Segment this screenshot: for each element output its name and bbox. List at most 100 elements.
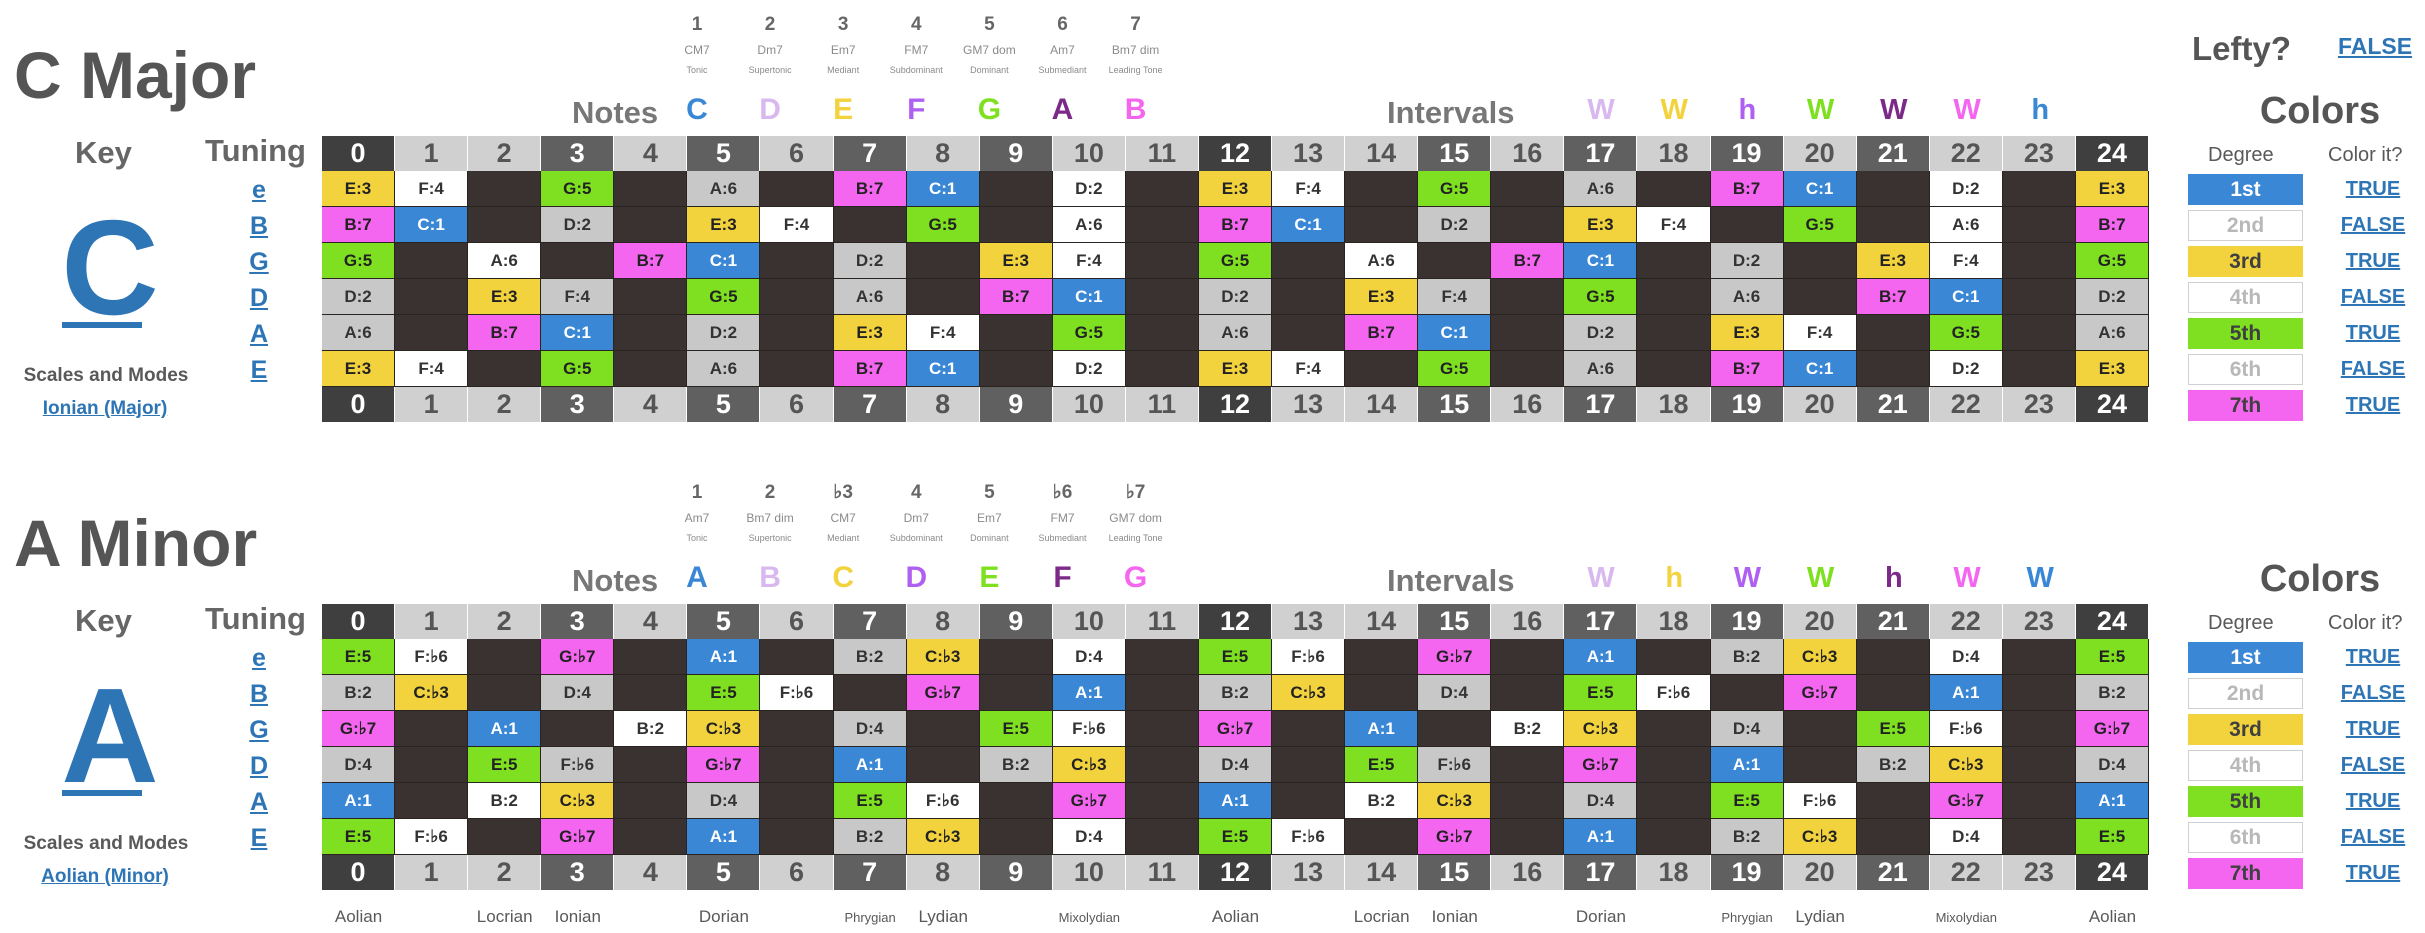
fret-cell-empty: [833, 675, 907, 711]
fret-note-cell: G:♭7: [687, 747, 761, 783]
fret-number: 12: [1198, 136, 1273, 171]
tuning-string-g[interactable]: G: [249, 248, 269, 276]
fret-number-bottom: 16: [1491, 855, 1565, 890]
fret-number-bottom: 2: [468, 387, 542, 422]
color-toggle[interactable]: FALSE: [2340, 214, 2406, 236]
fret-cell-empty: [468, 351, 542, 387]
tuning-string-a[interactable]: A: [249, 320, 269, 348]
color-toggle[interactable]: TRUE: [2345, 862, 2401, 884]
fret-cell-empty: [1125, 675, 1199, 711]
degree-chord: CM7: [830, 511, 856, 525]
mode-selector-link[interactable]: Aolian (Minor): [41, 866, 169, 887]
fret-note-cell: C:1: [906, 351, 980, 387]
color-toggle[interactable]: TRUE: [2345, 322, 2401, 344]
tuning-string-d[interactable]: D: [249, 284, 269, 312]
tuning-string-b[interactable]: B: [249, 680, 269, 708]
degree-color-swatch: 6th: [2188, 354, 2303, 385]
fret-number: 23: [2002, 136, 2076, 171]
fret-cell-empty: [1856, 783, 1930, 819]
tuning-label: Tuning: [205, 601, 306, 636]
tuning-string-b[interactable]: B: [249, 212, 269, 240]
fret-cell-empty: [2002, 639, 2076, 675]
fret-cell-empty: [2002, 783, 2076, 819]
mode-position-label: Dorian: [1575, 907, 1626, 926]
degree-function: Tonic: [686, 65, 708, 75]
mode-selector-link[interactable]: Ionian (Major): [42, 398, 168, 419]
color-toggle[interactable]: TRUE: [2345, 790, 2401, 812]
fret-number-bottom: 13: [1272, 855, 1346, 890]
color-toggle[interactable]: TRUE: [2345, 250, 2401, 272]
degree-color-swatch: 4th: [2188, 750, 2303, 781]
color-toggle[interactable]: FALSE: [2340, 358, 2406, 380]
fret-note-cell: D:2: [1710, 243, 1784, 279]
degree-number: 2: [764, 482, 776, 503]
tuning-string-e[interactable]: e: [252, 644, 266, 672]
fret-number: 20: [1783, 136, 1857, 171]
lefty-toggle[interactable]: FALSE: [2337, 33, 2413, 59]
tuning-string-e[interactable]: e: [252, 176, 266, 204]
degree-color-swatch: 2nd: [2188, 678, 2303, 709]
fret-note-cell: A:6: [1198, 315, 1273, 351]
degree-color-swatch: 3rd: [2188, 714, 2303, 745]
fret-note-cell: C:♭3: [1564, 711, 1638, 747]
degree-column-header: Degree: [2208, 612, 2274, 634]
color-it-column-header: Color it?: [2328, 612, 2403, 634]
color-toggle[interactable]: TRUE: [2345, 394, 2401, 416]
color-toggle[interactable]: TRUE: [2345, 178, 2401, 200]
tuning-string-d[interactable]: D: [249, 752, 269, 780]
fret-note-cell: F:4: [395, 171, 469, 207]
degree-function: Supertonic: [748, 65, 792, 75]
interval-step: h: [1884, 562, 1903, 594]
fret-cell-empty: [1125, 711, 1199, 747]
fret-cell-empty: [906, 279, 980, 315]
fret-note-cell: E:5: [322, 819, 396, 855]
fret-note-cell: D:2: [322, 279, 396, 315]
mode-position-label: Phrygian: [844, 910, 896, 925]
degree-column-header: Degree: [2208, 144, 2274, 166]
fret-note-cell: B:2: [614, 711, 688, 747]
fret-number: 9: [979, 604, 1053, 639]
fret-cell-empty: [1125, 747, 1199, 783]
fret-cell-empty: [1491, 783, 1565, 819]
fret-note-cell: E:5: [1345, 747, 1419, 783]
fret-cell-empty: [760, 351, 834, 387]
tuning-string-e[interactable]: E: [250, 824, 268, 852]
tuning-string-a[interactable]: A: [249, 788, 269, 816]
tuning-string-g[interactable]: G: [249, 716, 269, 744]
fret-note-cell: D:4: [833, 711, 907, 747]
color-toggle[interactable]: FALSE: [2340, 826, 2406, 848]
color-toggle[interactable]: FALSE: [2340, 682, 2406, 704]
color-toggle[interactable]: FALSE: [2340, 754, 2406, 776]
fret-note-cell: B:2: [1710, 639, 1784, 675]
fret-cell-empty: [1856, 819, 1930, 855]
fret-note-cell: A:1: [1564, 639, 1638, 675]
fret-note-cell: A:1: [687, 819, 761, 855]
fret-note-cell: C:♭3: [906, 639, 980, 675]
fret-note-cell: G:♭7: [541, 819, 615, 855]
color-toggle[interactable]: TRUE: [2345, 718, 2401, 740]
fret-number: 18: [1637, 136, 1711, 171]
fret-cell-empty: [1856, 207, 1930, 243]
fret-number-bottom: 8: [906, 855, 980, 890]
color-toggle[interactable]: TRUE: [2345, 646, 2401, 668]
fret-note-cell: A:6: [468, 243, 542, 279]
fret-note-cell: F:♭6: [1929, 711, 2003, 747]
fret-note-cell: E:5: [2075, 639, 2149, 675]
fret-cell-empty: [468, 675, 542, 711]
fret-number-bottom: 13: [1272, 387, 1346, 422]
fret-number: 11: [1125, 136, 1199, 171]
panel-title: A Minor: [14, 506, 258, 580]
color-toggle[interactable]: FALSE: [2340, 286, 2406, 308]
fret-note-cell: G:5: [2075, 243, 2149, 279]
fret-note-cell: E:3: [687, 207, 761, 243]
fret-number: 13: [1272, 604, 1346, 639]
fret-cell-empty: [1125, 351, 1199, 387]
fret-note-cell: E:3: [1198, 171, 1273, 207]
mode-position-label: Lydian: [1795, 907, 1845, 926]
fret-note-cell: D:2: [1198, 279, 1273, 315]
fret-note-cell: E:3: [322, 171, 396, 207]
fret-note-cell: F:4: [760, 207, 834, 243]
note-name: C: [832, 561, 855, 594]
tuning-string-e[interactable]: E: [250, 356, 268, 384]
fret-note-cell: F:4: [1637, 207, 1711, 243]
